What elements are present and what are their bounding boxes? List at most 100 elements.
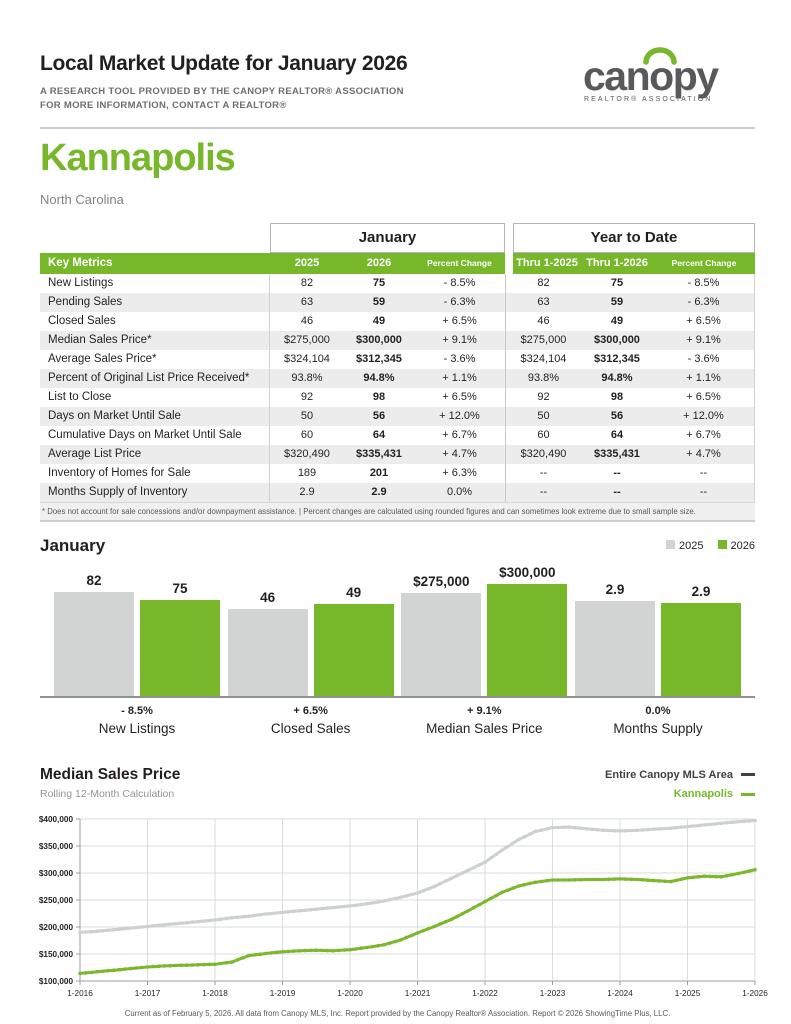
line-chart-title: Median Sales Price — [40, 765, 181, 783]
legend-2025-label: 2025 — [679, 539, 704, 552]
value-ytd-pct: + 4.7% — [653, 444, 755, 464]
x-tick-label: 1-2021 — [405, 989, 431, 998]
value-jan-2026: 59 — [372, 296, 386, 309]
bar-chart-legend: 2025 2026 — [666, 539, 755, 552]
col-key-metrics: Key Metrics — [48, 257, 113, 270]
bar-rect — [227, 608, 308, 696]
value-ytd-2025: 63 — [505, 292, 581, 312]
bar-rect — [487, 583, 568, 696]
legend-kannapolis: Kannapolis — [605, 785, 755, 805]
metric-name: Pending Sales — [40, 292, 270, 312]
group-header-spacer — [40, 223, 270, 253]
bar-chart-plot: 82 75 46 49 $275,000 $300,000 2.9 2.9 — [40, 558, 755, 698]
x-tick-label: 1-2022 — [472, 989, 498, 998]
value-jan-2026: $335,431 — [356, 448, 402, 461]
value-jan-2026: 98 — [372, 391, 386, 404]
table-row: Average Sales Price* $324,104 $312,345 - 3.… — [40, 349, 755, 369]
value-jan-2026: $312,345 — [356, 353, 402, 366]
value-ytd-2026: 56 — [610, 410, 624, 423]
line-chart-title-block: Median Sales Price Rolling 12-Month Calc… — [40, 766, 180, 800]
col-2025: 2025 — [294, 257, 320, 270]
metric-name: List to Close — [40, 387, 270, 407]
report-subtitle: A RESEARCH TOOL PROVIDED BY THE CANOPY R… — [40, 85, 407, 113]
line-chart-legend: Entire Canopy MLS Area Kannapolis — [605, 766, 755, 806]
entire-mls-series-line — [78, 819, 757, 935]
metric-name: Months Supply of Inventory — [40, 482, 270, 502]
legend-entire-mls-label: Entire Canopy MLS Area — [605, 768, 733, 781]
value-jan-pct: - 8.5% — [443, 277, 476, 290]
bar-2025: 2.9 — [574, 581, 655, 696]
value-ytd-pct: + 1.1% — [653, 368, 755, 388]
y-tick-label: $100,000 — [39, 977, 74, 986]
value-ytd-2026: $335,431 — [594, 448, 640, 461]
x-tick-label: 1-2017 — [135, 989, 161, 998]
value-jan-2025: 189 — [297, 467, 317, 480]
x-tick-label: 1-2016 — [67, 989, 93, 998]
value-jan-2026: 64 — [372, 429, 386, 442]
value-jan-pct: + 6.3% — [442, 467, 477, 480]
value-ytd-2025: 92 — [505, 387, 581, 407]
value-jan-pct: 0.0% — [446, 486, 473, 499]
value-ytd-2025: 93.8% — [505, 368, 581, 388]
y-tick-label: $150,000 — [39, 950, 74, 959]
metric-name: Average List Price — [40, 444, 270, 464]
bar-rect — [140, 599, 220, 696]
report-header: Local Market Update for January 2026 A R… — [40, 0, 755, 113]
x-tick-label: 1-2020 — [337, 989, 363, 998]
legend-2025-swatch-icon — [666, 539, 676, 549]
table-row: Days on Market Until Sale 50 56 + 12.0% 50 56… — [40, 406, 755, 426]
value-ytd-2026: 59 — [610, 296, 624, 309]
table-group-header: January Year to Date — [40, 222, 755, 253]
table-row: Inventory of Homes for Sale 189 201 + 6.3% -… — [40, 463, 755, 483]
y-tick-label: $200,000 — [39, 923, 74, 932]
value-jan-2026: $300,000 — [356, 334, 402, 347]
bar-category-block: + 9.1% Median Sales Price — [401, 705, 567, 736]
value-jan-2025: $275,000 — [284, 334, 330, 347]
group-header-january: January — [270, 222, 505, 253]
value-jan-2026: 201 — [369, 467, 389, 480]
value-ytd-2025: 60 — [505, 425, 581, 445]
col-2026: 2026 — [366, 257, 392, 270]
value-ytd-2025: 82 — [505, 273, 581, 293]
value-ytd-2025: -- — [505, 482, 581, 502]
value-jan-2025: 50 — [300, 410, 314, 423]
subtitle-line-2: FOR MORE INFORMATION, CONTACT A REALTOR® — [40, 99, 287, 111]
value-ytd-pct: + 6.7% — [653, 425, 755, 445]
median-sales-price-chart: Median Sales Price Rolling 12-Month Calc… — [39, 766, 768, 1004]
logo-wordmark: canopy — [583, 53, 719, 99]
value-ytd-2026: 98 — [610, 391, 624, 404]
value-jan-2026: 75 — [372, 277, 386, 290]
bar-rect — [401, 592, 482, 696]
bar-2026: $300,000 — [487, 564, 568, 696]
canopy-arc-icon — [643, 47, 677, 65]
bar-2026: 75 — [140, 581, 220, 696]
table-row: Cumulative Days on Market Until Sale 60 64… — [40, 425, 755, 445]
logo-tagline: REALTOR® ASSOCIATION — [584, 95, 712, 103]
bar-category-block: + 6.5% Closed Sales — [228, 705, 394, 736]
value-jan-2025: $324,104 — [284, 353, 330, 366]
bar-category-label: Closed Sales — [270, 720, 351, 736]
bar-2025: $275,000 — [401, 573, 482, 696]
bar-rect — [574, 600, 655, 696]
value-jan-2025: 93.8% — [291, 372, 323, 385]
subtitle-line-1: A RESEARCH TOOL PROVIDED BY THE CANOPY R… — [40, 86, 404, 97]
legend-entire-mls: Entire Canopy MLS Area — [605, 766, 755, 786]
value-jan-2025: 63 — [300, 296, 314, 309]
bar-group: $275,000 $300,000 — [401, 564, 568, 696]
bar-value-label: 2.9 — [605, 581, 625, 597]
bar-rect — [54, 591, 134, 696]
bar-percent-change: + 9.1% — [467, 704, 502, 717]
bar-value-label: $300,000 — [499, 564, 556, 580]
bar-percent-change: - 8.5% — [121, 704, 153, 717]
bar-chart-title: January — [40, 535, 106, 555]
table-row: New Listings 82 75 - 8.5% 82 75 - 8.5% — [40, 273, 755, 293]
legend-kannapolis-label: Kannapolis — [673, 788, 733, 801]
bar-category-label: Median Sales Price — [426, 720, 543, 736]
value-ytd-2026: 49 — [610, 315, 624, 328]
table-row: Percent of Original List Price Received*… — [40, 368, 755, 388]
bar-value-label: 75 — [172, 580, 188, 596]
bar-value-label: $275,000 — [413, 573, 470, 589]
bar-category-label: Months Supply — [613, 720, 703, 736]
bar-percent-change: + 6.5% — [293, 704, 328, 717]
value-jan-pct: - 3.6% — [443, 353, 476, 366]
